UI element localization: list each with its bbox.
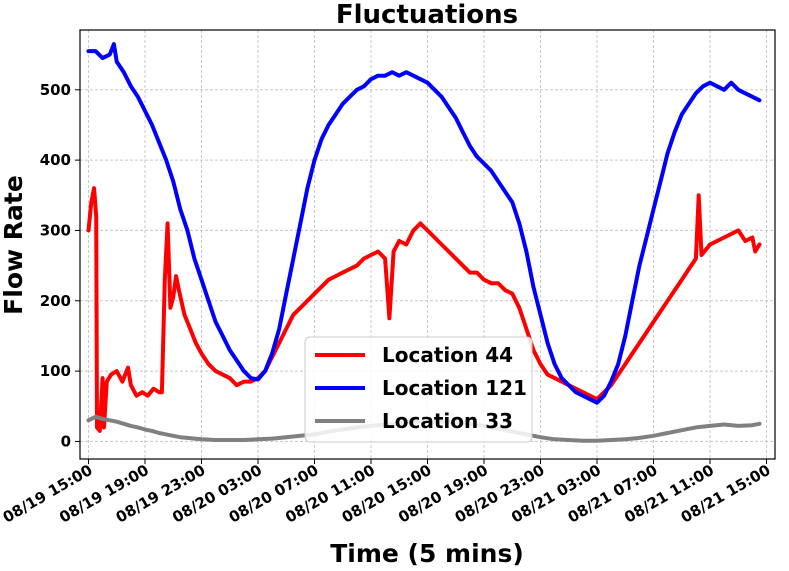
chart-title: Fluctuations [336, 0, 518, 30]
y-tick-label: 400 [40, 151, 71, 169]
legend-label-location-33: Location 33 [382, 409, 513, 433]
y-tick-label: 100 [40, 362, 71, 380]
y-axis-label: Flow Rate [0, 175, 28, 315]
series-line-location-44 [86, 186, 762, 433]
y-tick-label: 300 [40, 221, 71, 239]
legend-label-location-121: Location 121 [382, 376, 527, 400]
legend-box [304, 336, 533, 443]
y-axis-ticks: 0 100 200 300 400 500 [40, 81, 80, 450]
series-line-location-121 [86, 42, 762, 405]
legend-label-location-44: Location 44 [382, 343, 513, 367]
y-tick-label: 500 [40, 81, 71, 99]
x-axis-label: Time (5 mins) [330, 539, 524, 568]
y-tick-label: 0 [61, 432, 71, 450]
legend: Location 44 Location 121 Location 33 [304, 336, 533, 443]
y-tick-label: 200 [40, 292, 71, 310]
